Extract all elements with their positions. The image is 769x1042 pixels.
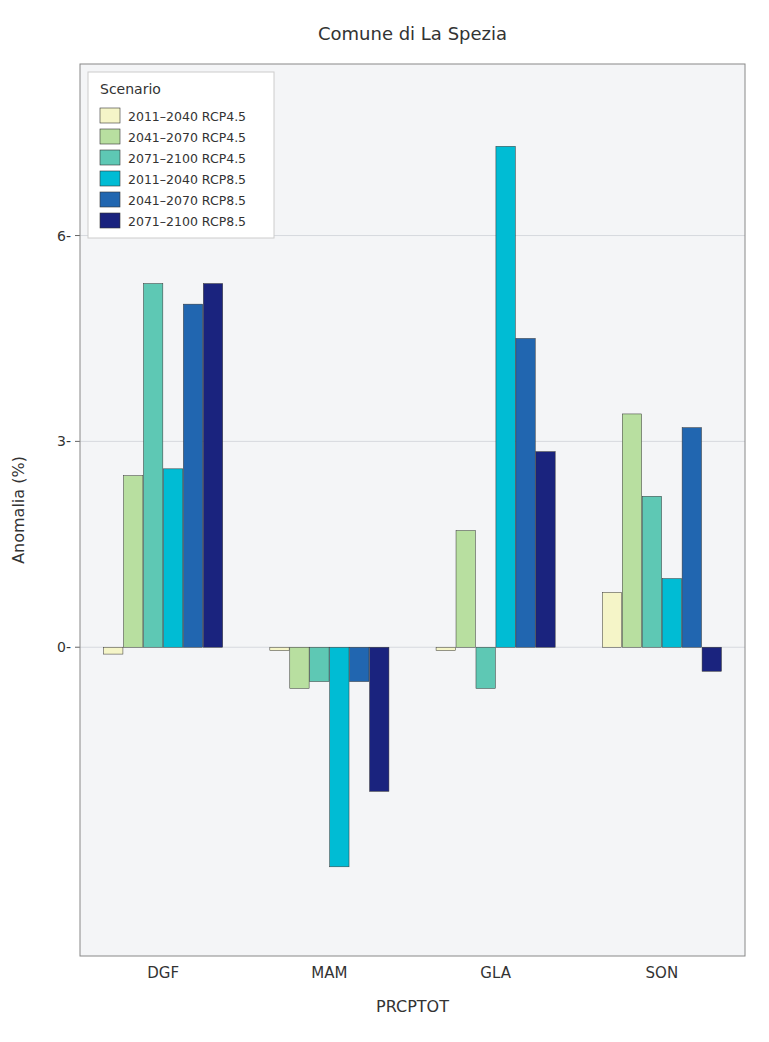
y-tick-label: 3- (57, 433, 71, 449)
bar (436, 647, 455, 650)
bar (516, 338, 535, 647)
legend-swatch (100, 129, 120, 144)
x-axis-label: PRCPTOT (376, 997, 449, 1016)
bar (536, 452, 555, 648)
legend-label: 2071–2100 RCP4.5 (128, 151, 246, 166)
bar (702, 647, 721, 671)
bar (456, 531, 475, 648)
x-tick-label: DGF (147, 964, 179, 982)
tick-mark (75, 647, 80, 648)
legend: Scenario 2011–2040 RCP4.5 2041–2070 RCP4.5… (88, 72, 274, 238)
y-tick-label: 0- (57, 639, 71, 655)
bar (183, 304, 202, 647)
y-tick-label: 6- (57, 228, 71, 244)
legend-swatch (100, 108, 120, 123)
plot-frame (80, 64, 745, 956)
tick-mark (75, 441, 80, 442)
x-tick-label: SON (646, 964, 679, 982)
bar (622, 414, 641, 647)
bar (270, 647, 289, 650)
bar (330, 647, 349, 867)
bar (143, 284, 162, 648)
y-axis-label: Anomalia (%) (9, 456, 28, 564)
bar (496, 146, 515, 647)
chart: 0- 3- 6- DGF MAM GLA SON Comune di La Spezia PRC… (0, 0, 769, 1042)
legend-swatch (100, 192, 120, 207)
plot-area (80, 64, 745, 956)
grid-line (80, 441, 745, 442)
tick-mark (75, 235, 80, 236)
legend-label: 2041–2070 RCP8.5 (128, 193, 246, 208)
legend-swatch (100, 150, 120, 165)
legend-swatch (100, 213, 120, 228)
bar (124, 476, 143, 648)
bar (290, 647, 309, 688)
bars (104, 146, 722, 866)
bar (682, 428, 701, 648)
bar (370, 647, 389, 791)
legend-swatch (100, 171, 120, 186)
bar (310, 647, 329, 681)
title: Comune di La Spezia (318, 23, 507, 44)
bar (662, 579, 681, 648)
legend-label: 2011–2040 RCP8.5 (128, 172, 246, 187)
bar (350, 647, 369, 681)
legend-label: 2041–2070 RCP4.5 (128, 130, 246, 145)
bar (642, 496, 661, 647)
legend-box (88, 72, 274, 238)
y-grid (80, 236, 745, 648)
bar (476, 647, 495, 688)
legend-title: Scenario (100, 81, 161, 97)
bar (163, 469, 182, 647)
bar (203, 284, 222, 648)
legend-label: 2011–2040 RCP4.5 (128, 109, 246, 124)
x-tick-label: MAM (311, 964, 347, 982)
bar (104, 647, 123, 654)
bar (602, 592, 621, 647)
legend-label: 2071–2100 RCP8.5 (128, 214, 246, 229)
x-tick-label: GLA (480, 964, 511, 982)
